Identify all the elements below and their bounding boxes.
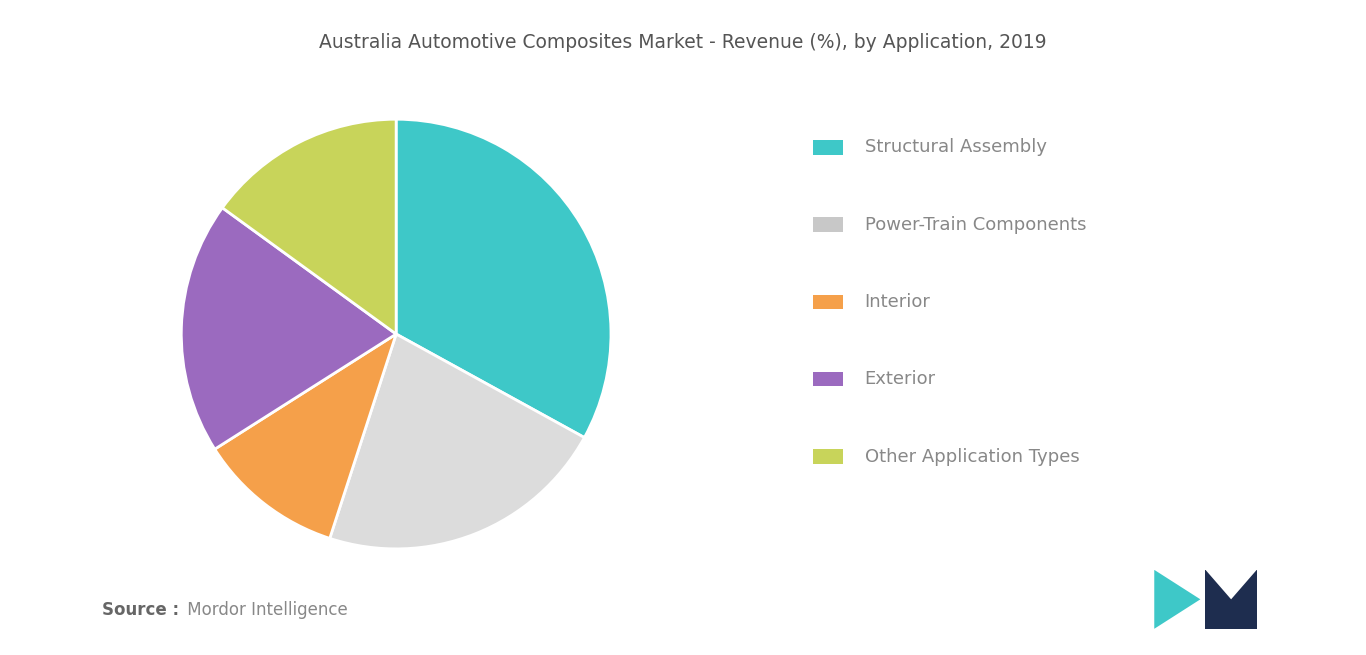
Polygon shape [1154,570,1201,629]
Wedge shape [223,119,396,334]
Wedge shape [214,334,396,538]
Wedge shape [329,334,585,549]
Polygon shape [1205,570,1257,629]
Text: Interior: Interior [865,293,930,311]
Wedge shape [182,208,396,449]
Wedge shape [396,119,611,438]
Text: Power-Train Components: Power-Train Components [865,215,1086,234]
Polygon shape [1205,570,1257,599]
Text: Source :: Source : [102,601,179,619]
Text: Other Application Types: Other Application Types [865,447,1079,466]
Text: Mordor Intelligence: Mordor Intelligence [182,601,347,619]
Text: Structural Assembly: Structural Assembly [865,138,1046,157]
Text: Exterior: Exterior [865,370,936,388]
Text: Australia Automotive Composites Market - Revenue (%), by Application, 2019: Australia Automotive Composites Market -… [320,33,1046,52]
